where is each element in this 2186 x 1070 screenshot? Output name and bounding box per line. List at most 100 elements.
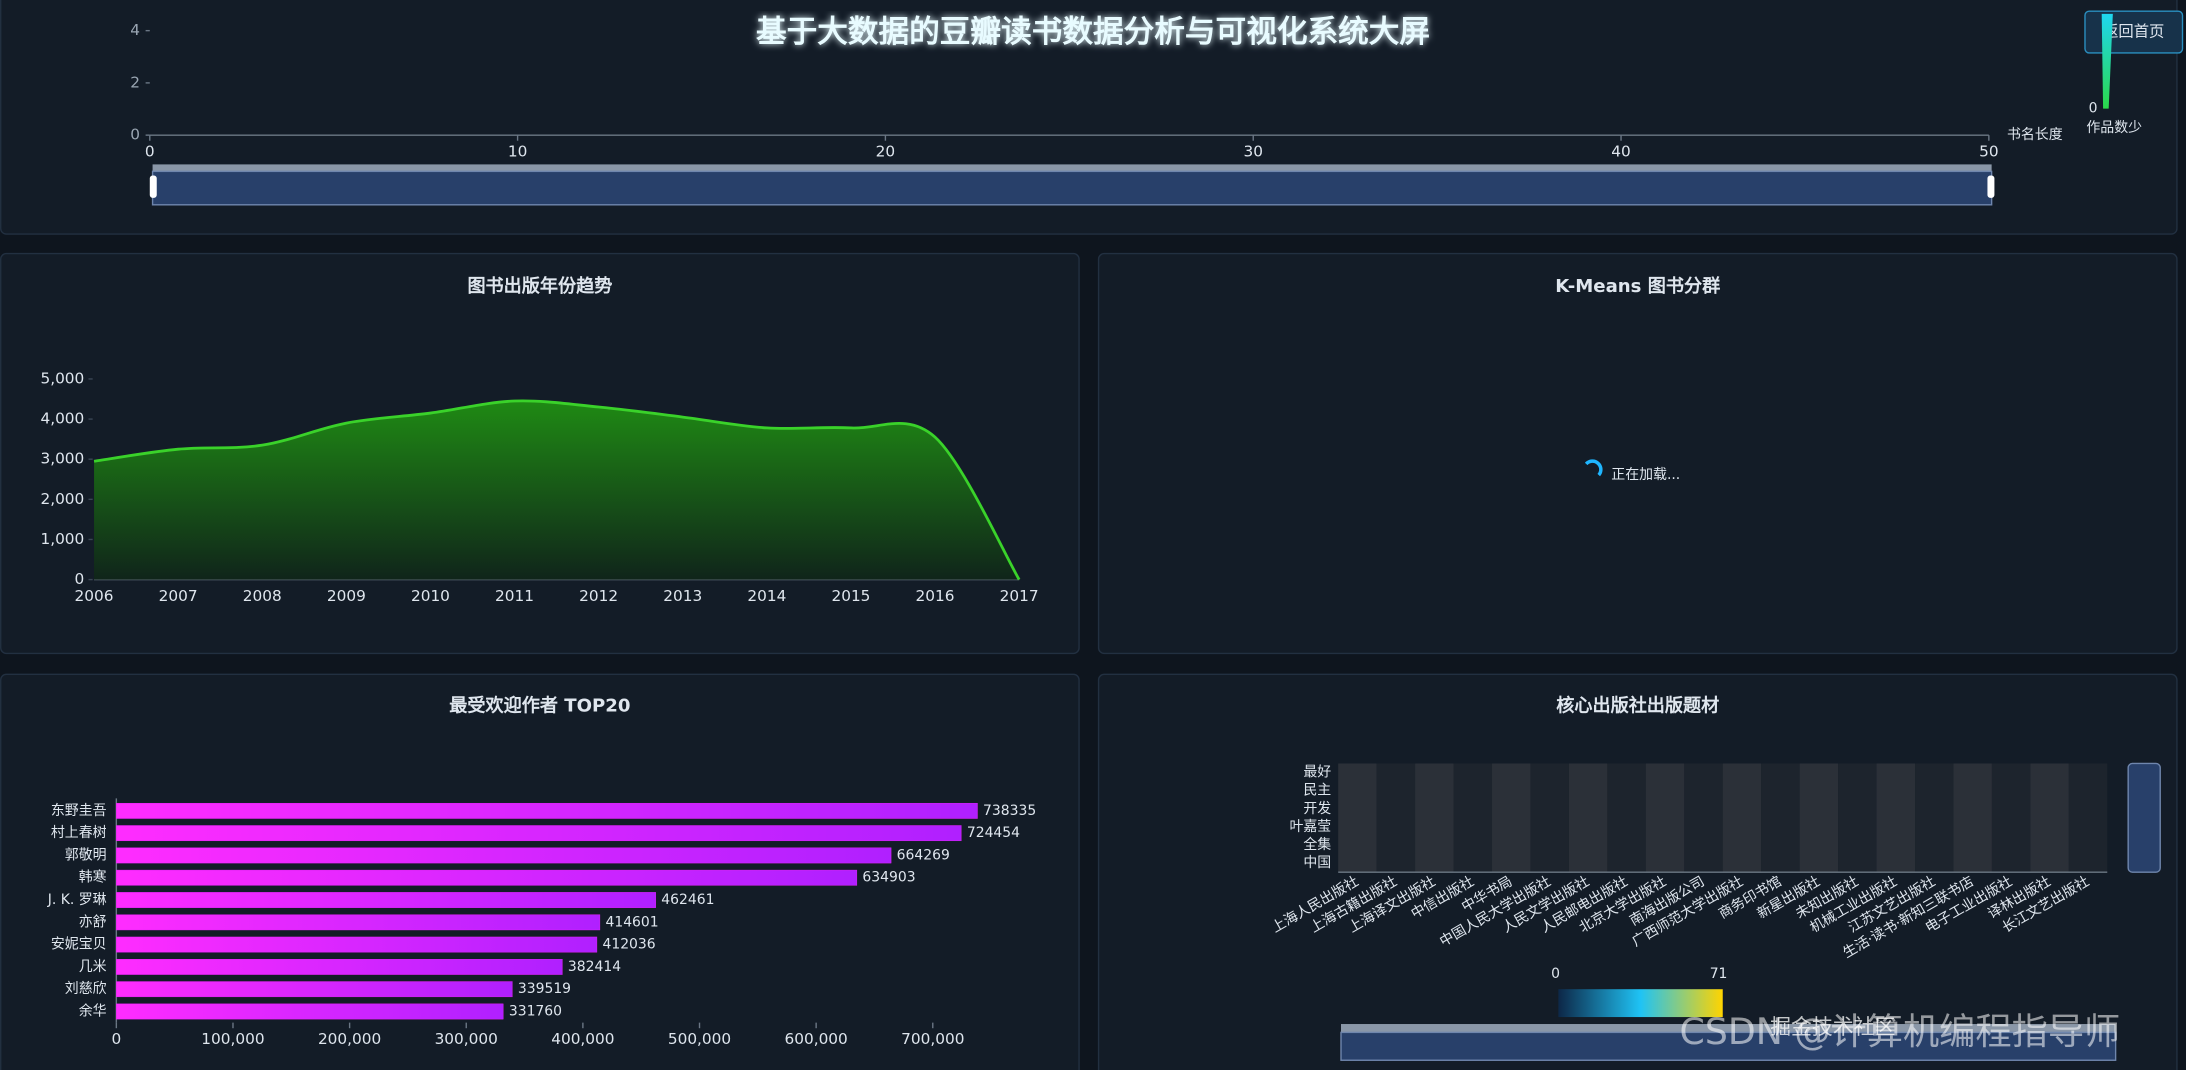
x-tick-label: 2006 [75, 587, 114, 605]
y-tick-label: 村上春树 [51, 825, 107, 841]
x-tick-label: 20 [876, 142, 896, 160]
x-tick-label: 700,000 [901, 1030, 964, 1048]
heatmap-band [1953, 763, 1992, 873]
value-label: 462461 [661, 892, 714, 908]
page-title: 基于大数据的豆瓣读书数据分析与可视化系统大屏 [756, 15, 1430, 50]
value-label: 664269 [897, 847, 950, 863]
bar [116, 847, 892, 864]
zoom-window[interactable] [2127, 762, 2161, 873]
heatmap-band [1607, 763, 1646, 873]
y-tick-label: 中国 [1303, 855, 1331, 871]
x-tick-label: 30 [1243, 142, 1263, 160]
heatmap-band [1761, 763, 1800, 873]
heatmap-band [1338, 763, 1377, 873]
y-tick-label: J. K. 罗琳 [47, 892, 107, 908]
y-tick-label: 余华 [79, 1002, 107, 1019]
heatmap-band [1453, 763, 1493, 873]
x-tick-label: 300,000 [435, 1030, 498, 1048]
value-label: 339519 [518, 981, 571, 997]
heatmap-band [1876, 763, 1916, 873]
bar [116, 892, 656, 908]
x-tick-label: 400,000 [551, 1030, 614, 1048]
loading-text: 正在加载... [1611, 467, 1680, 483]
x-tick-label: 10 [508, 142, 528, 160]
visual-map-label: 作品数少 [2086, 120, 2142, 136]
heatmap-band [2030, 763, 2069, 873]
x-tick-label: 2008 [243, 587, 282, 605]
y-tick-label: 4 [130, 21, 140, 39]
heatmap-band [1415, 763, 1454, 873]
visual-map-bar [1558, 989, 1723, 1018]
y-tick-label: 韩寒 [79, 869, 107, 886]
x-tick-label: 2009 [327, 587, 366, 605]
watermark: 掘金技术社区 [1770, 1015, 1895, 1039]
x-tick-label: 50 [1979, 142, 1998, 160]
home-button-label[interactable]: 返回首页 [2103, 23, 2164, 41]
x-tick-label: 2011 [495, 587, 534, 605]
bar [116, 802, 978, 819]
value-label: 634903 [862, 870, 915, 886]
x-tick-label: 100,000 [201, 1030, 264, 1048]
value-label: 331760 [509, 1003, 562, 1019]
visual-map-min: 0 [1551, 966, 1560, 982]
heatmap-band [1645, 763, 1685, 873]
bar [116, 914, 601, 931]
x-tick-label: 2015 [831, 587, 870, 605]
zoom-window[interactable] [1340, 1031, 2117, 1061]
y-tick-label: 全集 [1303, 836, 1331, 853]
value-label: 382414 [568, 959, 621, 975]
y-tick-label: 2,000 [40, 490, 84, 508]
heatmap-band [1376, 763, 1416, 873]
zoom-bar [152, 164, 1992, 172]
heatmap-band [1722, 763, 1762, 873]
heatmap-band [1915, 763, 1954, 873]
y-tick-label: 开发 [1303, 801, 1331, 817]
zoom-window[interactable] [151, 170, 1993, 206]
heatmap-band [1838, 763, 1877, 873]
area [94, 400, 1020, 580]
bar [116, 869, 858, 886]
value-label: 738335 [983, 803, 1036, 819]
zoom-handle[interactable] [1987, 175, 1995, 198]
chart-title: 核心出版社出版题材 [1556, 694, 1719, 716]
y-tick-label: 0 [130, 126, 140, 144]
heatmap-band [2068, 763, 2108, 873]
x-tick-label: 2013 [663, 587, 702, 605]
y-tick-label: 1,000 [40, 530, 84, 548]
loading-spinner [1584, 459, 1603, 477]
x-tick-label: 500,000 [668, 1030, 731, 1048]
chart-title: K-Means 图书分群 [1555, 275, 1720, 297]
heatmap-band [1991, 763, 2031, 873]
y-tick-label: 刘慈欣 [65, 981, 107, 997]
y-tick-label: 民主 [1303, 783, 1331, 799]
y-tick-label: 2 [130, 73, 140, 91]
bar [116, 981, 513, 998]
y-tick-label: 亦舒 [79, 914, 107, 930]
visual-map-min: 0 [2089, 101, 2098, 117]
y-tick-label: 东野圭吾 [51, 803, 107, 819]
chart-title: 图书出版年份趋势 [467, 275, 612, 297]
x-tick-label: 2014 [747, 587, 786, 605]
zoom-handle[interactable] [149, 175, 157, 198]
x-tick-label: 0 [111, 1030, 121, 1048]
visual-map [2101, 13, 2113, 109]
heatmap-band [1530, 763, 1569, 873]
y-tick-label: 叶嘉莹 [1289, 819, 1331, 835]
heatmap-band [1492, 763, 1531, 873]
y-tick-label: 郭敬明 [65, 846, 107, 863]
zoom-bar [1340, 1024, 2116, 1033]
bar [116, 825, 962, 842]
x-tick-label: 2016 [916, 587, 955, 605]
watermark: CSDN @计算机编程指导师 [1680, 1010, 2121, 1053]
y-tick-label: 3,000 [40, 450, 84, 468]
heatmap-band [1568, 763, 1608, 873]
bar [116, 936, 598, 953]
y-tick-label: 0 [75, 570, 85, 588]
y-tick-label: 几米 [79, 959, 107, 975]
x-tick-label: 2007 [159, 587, 198, 605]
x-tick-label: 0 [145, 142, 155, 160]
bar [116, 1003, 504, 1020]
x-axis-label: 书名长度 [2007, 127, 2063, 143]
